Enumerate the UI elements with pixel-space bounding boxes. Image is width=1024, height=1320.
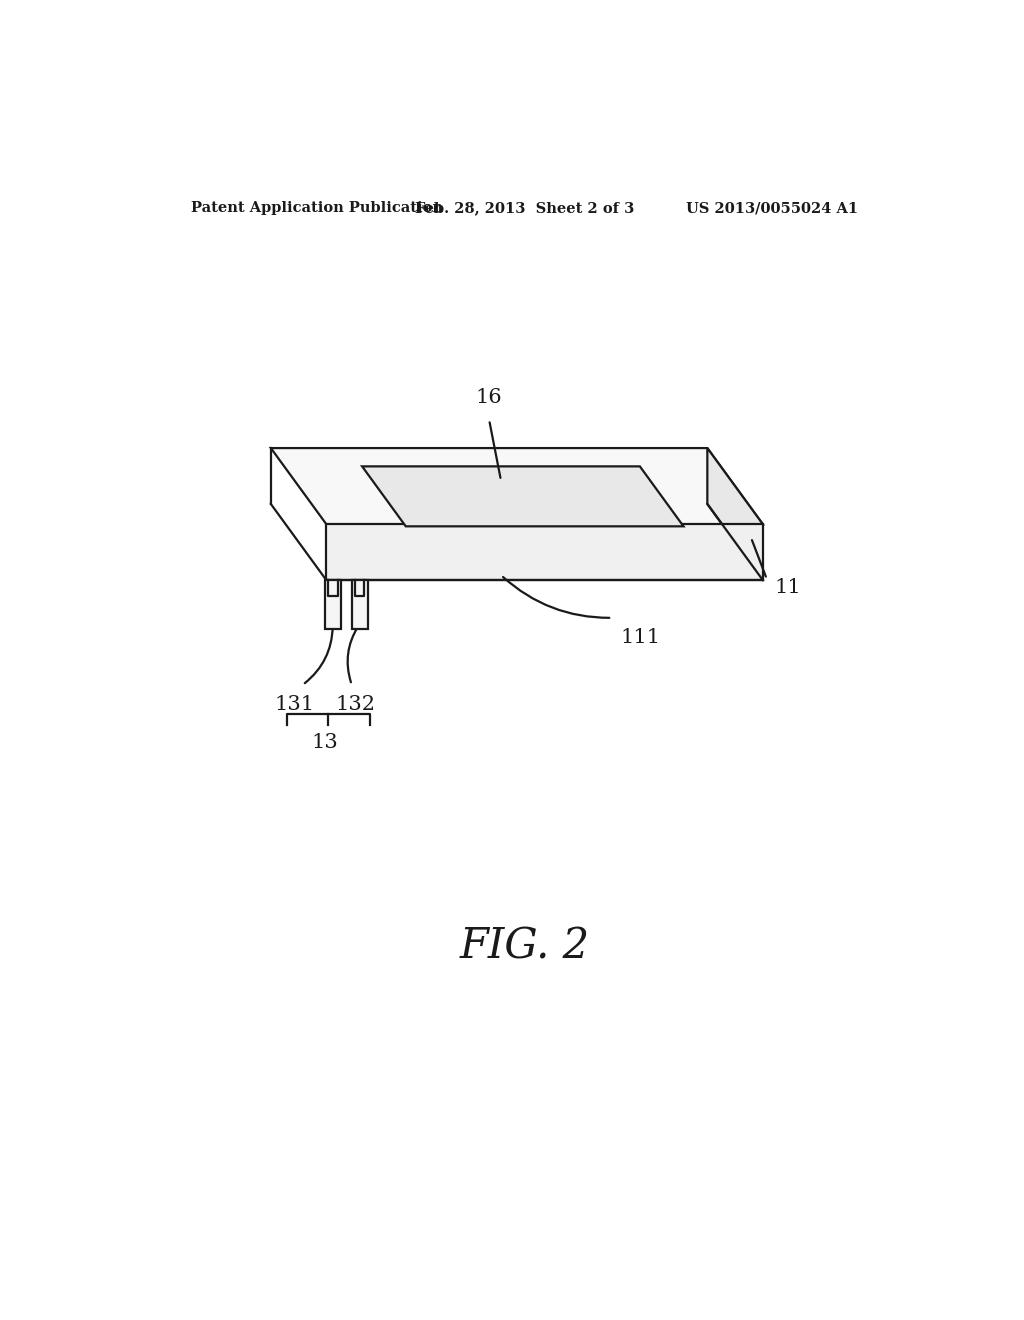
Text: FIG. 2: FIG. 2 (460, 925, 590, 968)
Text: 132: 132 (336, 696, 376, 714)
Text: 13: 13 (311, 733, 338, 751)
Polygon shape (327, 524, 763, 581)
Text: 11: 11 (775, 578, 802, 597)
Text: Patent Application Publication: Patent Application Publication (191, 201, 443, 215)
Text: 16: 16 (476, 388, 503, 408)
Polygon shape (708, 447, 763, 581)
Polygon shape (325, 581, 341, 630)
Text: 131: 131 (274, 696, 314, 714)
Text: 111: 111 (620, 628, 660, 647)
Text: US 2013/0055024 A1: US 2013/0055024 A1 (686, 201, 858, 215)
Text: Feb. 28, 2013  Sheet 2 of 3: Feb. 28, 2013 Sheet 2 of 3 (415, 201, 635, 215)
Polygon shape (270, 447, 763, 524)
Polygon shape (352, 581, 368, 630)
Polygon shape (362, 466, 684, 527)
